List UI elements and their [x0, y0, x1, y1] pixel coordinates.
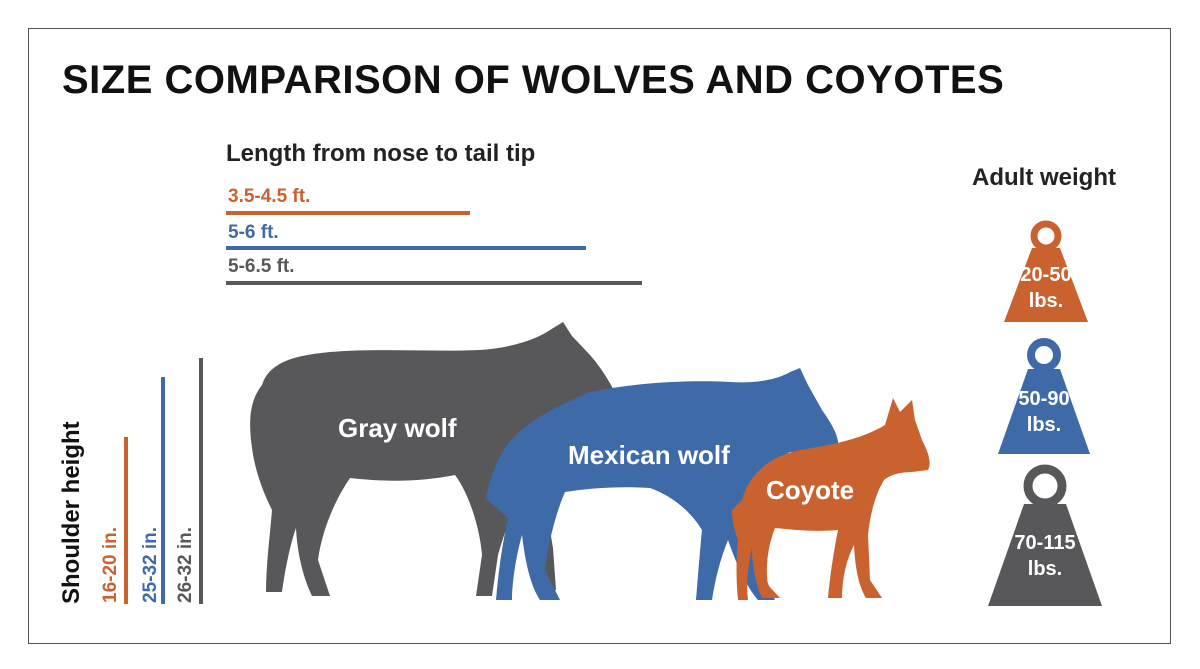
weight-range-mexican-wolf: 50-90 [1018, 388, 1070, 410]
weight-value-coyote: 20-50 lbs. [1002, 262, 1090, 314]
infographic-frame [28, 28, 1171, 644]
weight-heading: Adult weight [972, 164, 1116, 191]
length-label-mexican-wolf: 5-6 ft. [228, 222, 279, 243]
kettlebell-icon [1004, 220, 1088, 322]
length-heading: Length from nose to tail tip [226, 140, 536, 167]
weight-icon-mexican-wolf: 50-90 lbs. [996, 336, 1092, 454]
weight-unit-gray-wolf: lbs. [1027, 558, 1063, 580]
length-label-coyote: 3.5-4.5 ft. [228, 186, 311, 207]
weight-unit-mexican-wolf: lbs. [1026, 414, 1062, 436]
gray-wolf-silhouette [250, 322, 622, 596]
weight-unit-coyote: lbs. [1028, 290, 1064, 312]
page-title: SIZE COMPARISON OF WOLVES AND COYOTES [62, 58, 1005, 102]
weight-icon-gray-wolf: 70-115 lbs. [986, 462, 1104, 606]
length-bar-mexican-wolf [226, 246, 586, 250]
weight-icon-coyote: 20-50 lbs. [1002, 218, 1090, 322]
weight-range-coyote: 20-50 [1020, 264, 1072, 286]
weight-range-gray-wolf: 70-115 [1014, 532, 1076, 554]
coyote-label: Coyote [766, 475, 855, 505]
kettlebell-icon [988, 464, 1102, 606]
shoulder-bar-gray-wolf [199, 358, 203, 604]
weight-value-mexican-wolf: 50-90 lbs. [996, 386, 1092, 438]
mexican-wolf-label: Mexican wolf [568, 440, 730, 470]
length-bar-coyote [226, 211, 470, 215]
kettlebell-icon [998, 338, 1090, 454]
length-label-gray-wolf: 5-6.5 ft. [228, 256, 295, 277]
coyote-silhouette [732, 398, 930, 600]
weight-value-gray-wolf: 70-115 lbs. [986, 530, 1104, 582]
length-bar-gray-wolf [226, 281, 642, 285]
gray-wolf-label: Gray wolf [338, 413, 457, 443]
shoulder-bar-mexican-wolf [161, 377, 165, 604]
shoulder-bar-coyote [124, 437, 128, 604]
